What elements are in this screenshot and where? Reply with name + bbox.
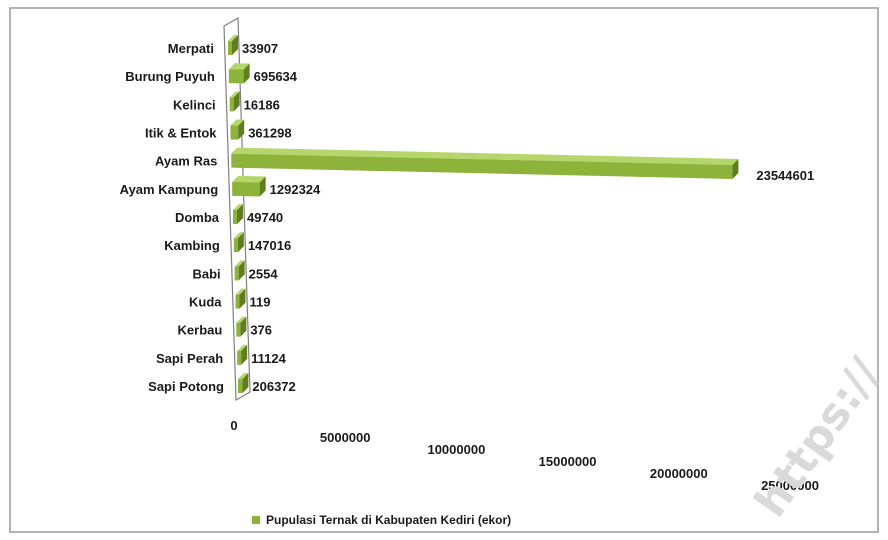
bar-end-face: [241, 344, 248, 365]
x-tick-label: 25000000: [761, 478, 819, 493]
x-tick-label: 15000000: [539, 454, 597, 469]
bar-front-face: [234, 266, 239, 281]
value-label: 206372: [252, 379, 295, 394]
bar-end-face: [238, 119, 245, 140]
legend: Pupulasi Ternak di Kabupaten Kediri (eko…: [252, 513, 511, 527]
value-label: 16186: [244, 97, 280, 112]
category-label: Babi: [192, 266, 220, 281]
category-label: Kambing: [164, 238, 220, 253]
category-label: Ayam Kampung: [120, 182, 219, 197]
bar-end-face: [233, 91, 240, 112]
category-labels: Merpati Burung Puyuh Kelinci Itik & Entok Ay…: [120, 41, 224, 394]
bar: [236, 316, 247, 337]
category-label: Domba: [175, 210, 220, 225]
bar-front-face: [237, 350, 242, 365]
category-label: Itik & Entok: [145, 126, 217, 141]
category-label: Kelinci: [173, 97, 216, 112]
bar-front-face: [233, 238, 238, 253]
value-label: 695634: [254, 69, 298, 84]
bar-top-face: [236, 316, 247, 323]
bar-top-face: [228, 35, 238, 42]
value-label: 33907: [242, 41, 278, 56]
x-tick-label: 0: [230, 418, 237, 433]
category-label: Sapi Perah: [156, 351, 223, 366]
bar: [238, 373, 249, 394]
bar-front-face: [236, 322, 241, 337]
bar-top-face: [228, 63, 250, 70]
bar: [228, 35, 238, 56]
bar-top-face: [233, 204, 243, 211]
bar-front-face: [232, 181, 260, 197]
value-label: 2554: [249, 266, 279, 281]
chart-back-wall: [223, 16, 251, 402]
bar-top-face: [235, 288, 246, 295]
value-label: 147016: [248, 238, 291, 253]
value-label: 11124: [251, 351, 286, 366]
bar-end-face: [732, 158, 739, 179]
value-label: 49740: [247, 210, 283, 225]
bar-top-face: [230, 119, 245, 126]
bar-end-face: [239, 288, 246, 309]
x-tick-label: 10000000: [427, 442, 485, 457]
value-label: 376: [250, 323, 272, 338]
bar: [229, 91, 240, 112]
bar: [233, 232, 244, 253]
x-tick-label: 20000000: [650, 466, 708, 481]
bar-front-face: [235, 294, 240, 309]
category-label: Merpati: [168, 41, 214, 56]
bar-top-face: [229, 91, 240, 98]
category-label: Kerbau: [178, 323, 223, 338]
bar-front-face: [238, 379, 243, 394]
chart-border: [9, 7, 879, 533]
bars-group: [228, 35, 739, 394]
bar-top-face: [238, 373, 249, 380]
bar: [234, 260, 245, 281]
bar-top-face: [237, 344, 248, 351]
bar: [228, 63, 250, 84]
bar-end-face: [240, 316, 247, 337]
bar-front-face: [233, 210, 237, 225]
bar-front-face: [228, 69, 244, 84]
bar-top-face: [231, 147, 739, 165]
x-tick-label: 5000000: [320, 430, 371, 445]
bar-end-face: [238, 260, 245, 281]
bar: [230, 119, 245, 140]
bar: [235, 288, 246, 309]
bar-end-face: [237, 232, 244, 253]
bar-end-face: [259, 176, 266, 197]
value-label: 1292324: [270, 182, 321, 197]
bar-top-face: [232, 175, 266, 183]
value-label: 23544601: [756, 168, 814, 183]
wall-outline: [223, 16, 251, 402]
bar-end-face: [243, 63, 250, 84]
value-label: 361298: [248, 126, 291, 141]
legend-label: Pupulasi Ternak di Kabupaten Kediri (eko…: [266, 513, 511, 527]
bar: [231, 147, 739, 179]
bar: [237, 344, 248, 365]
category-label: Sapi Potong: [148, 379, 224, 394]
bar: [233, 204, 243, 225]
category-label: Burung Puyuh: [125, 69, 215, 84]
category-label: Ayam Ras: [155, 154, 217, 169]
x-axis-ticks: 0 5000000 10000000 15000000 20000000 25000000: [230, 418, 819, 493]
bar-front-face: [231, 153, 733, 179]
bar-end-face: [232, 35, 238, 56]
bar-end-face: [242, 373, 249, 394]
legend-swatch: [252, 516, 260, 524]
bar-end-face: [237, 204, 243, 225]
bar-front-face: [230, 125, 239, 140]
bar: [232, 175, 266, 197]
bar-top-face: [233, 232, 244, 239]
bar-top-face: [234, 260, 245, 267]
value-label: 119: [250, 295, 271, 310]
category-label: Kuda: [189, 295, 222, 310]
bar-front-face: [229, 97, 234, 112]
value-labels: 33907 695634 16186 361298 23544601 1292324 497…: [242, 41, 814, 394]
bar-front-face: [228, 41, 232, 56]
